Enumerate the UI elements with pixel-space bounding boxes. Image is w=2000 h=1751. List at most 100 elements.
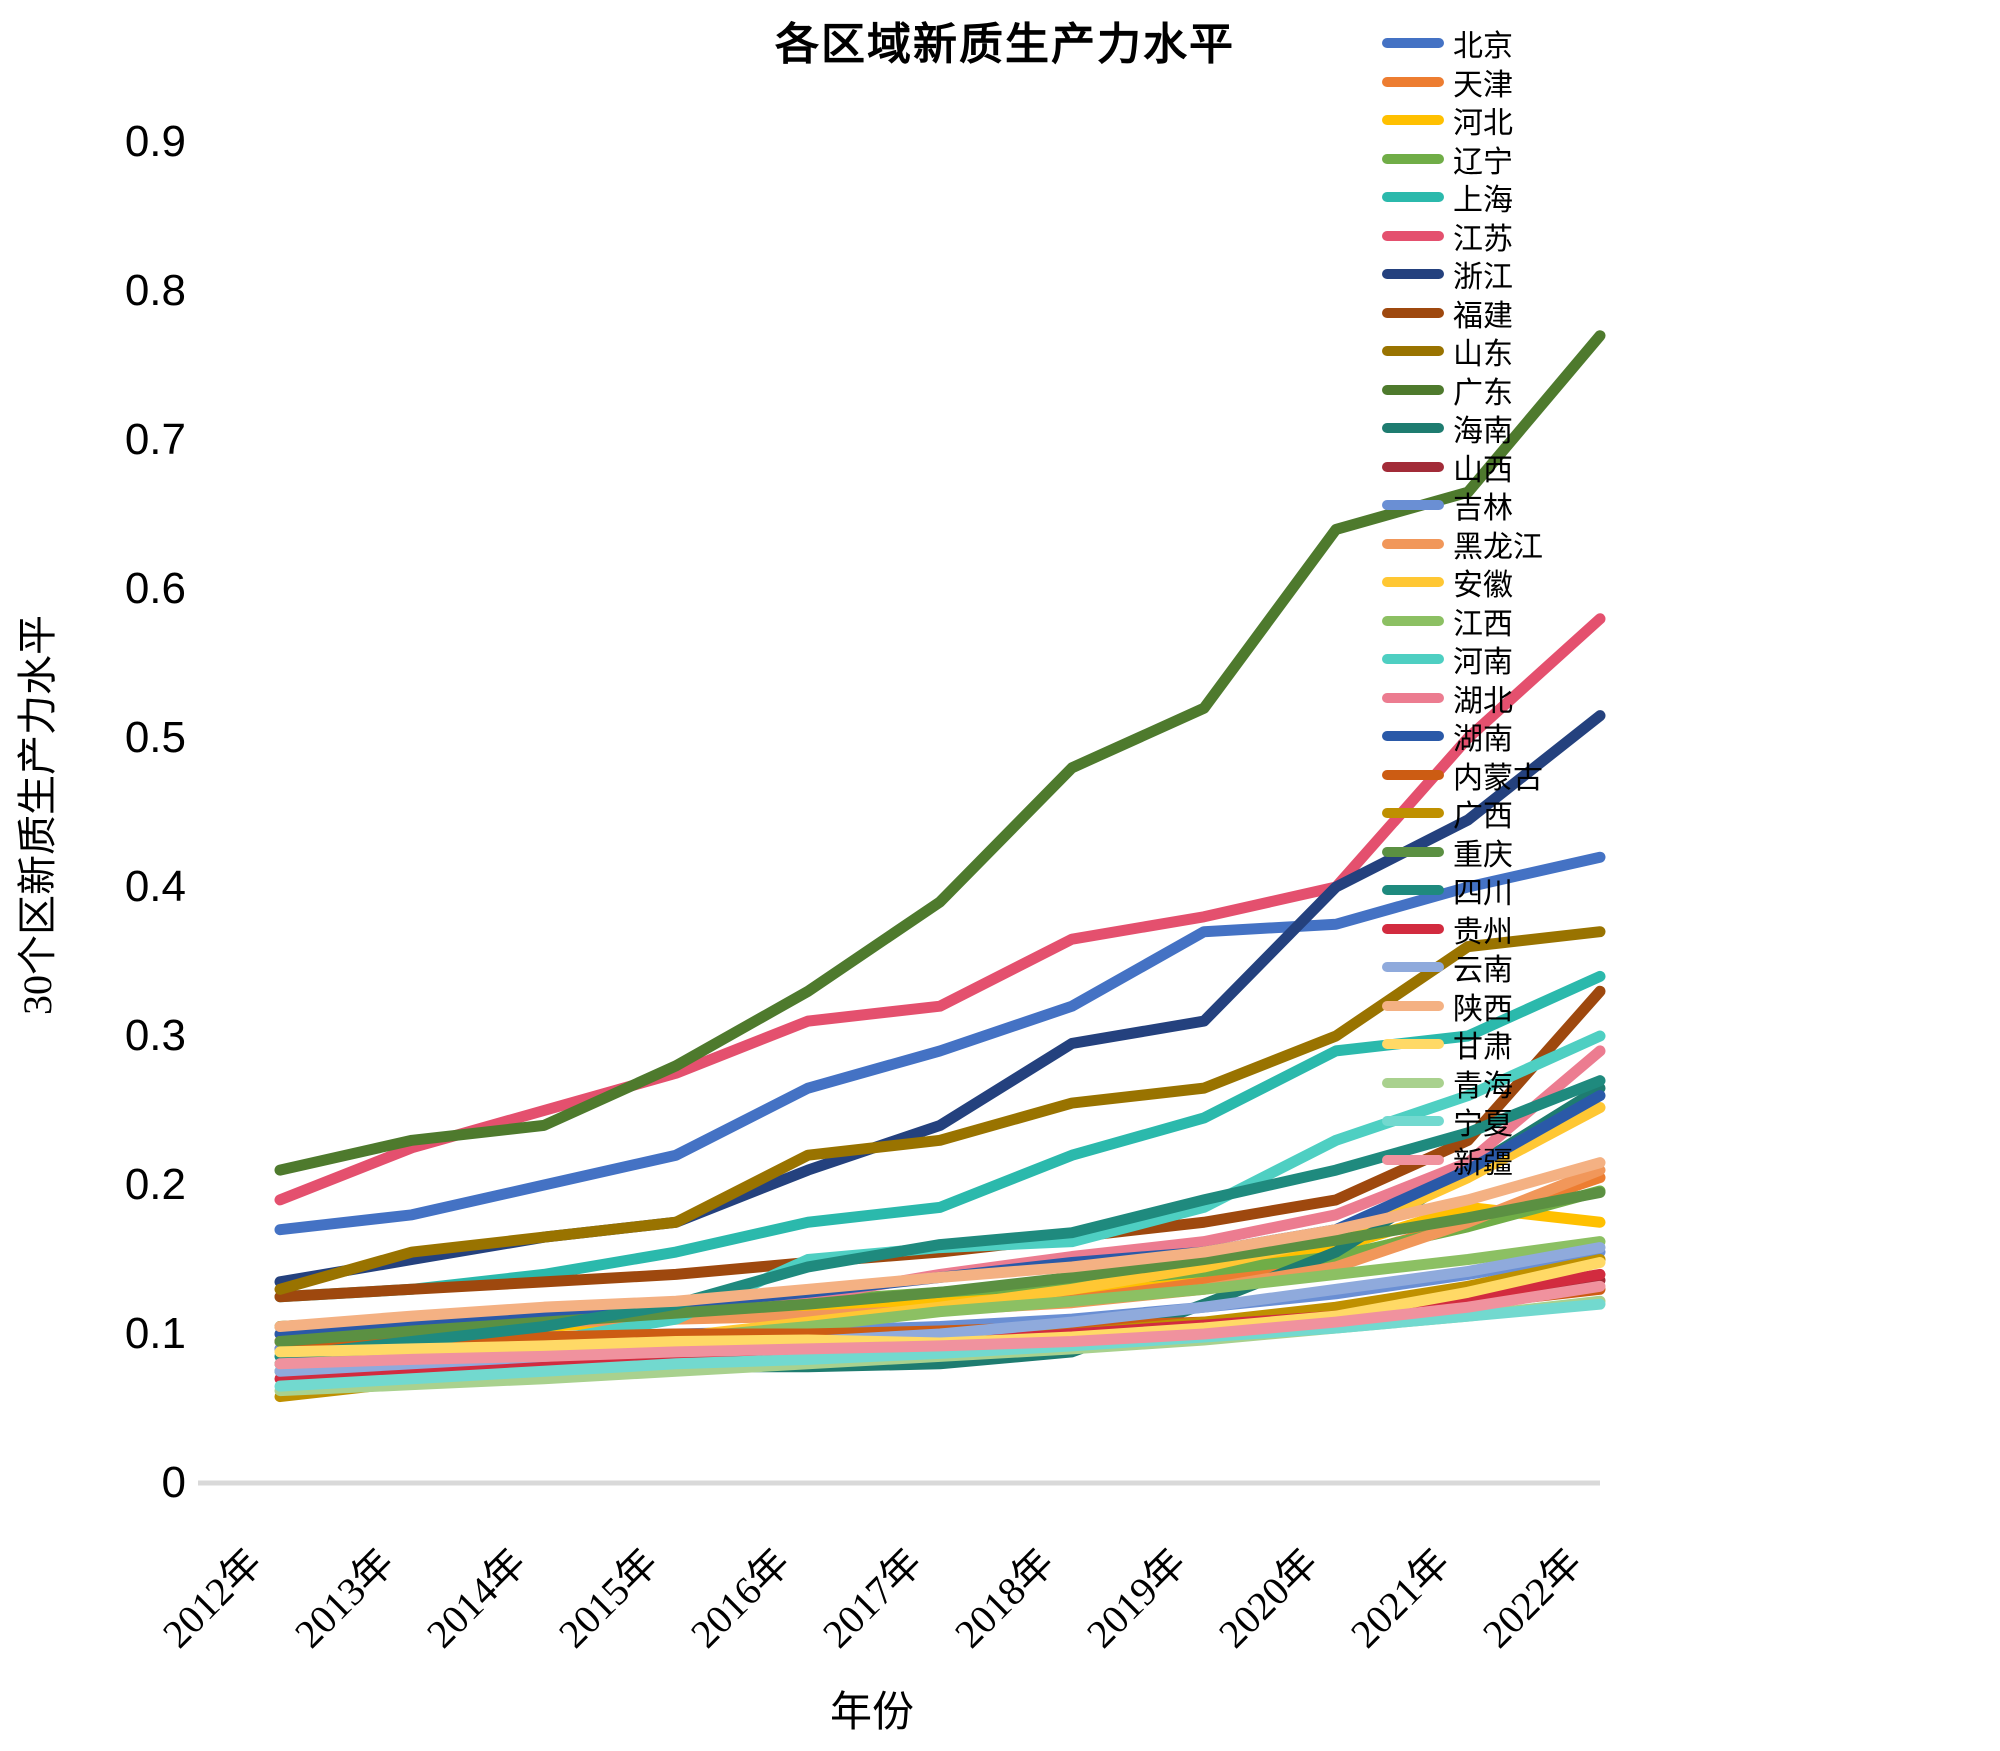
legend-label: 四川 [1453,877,1513,911]
y-tick-label: 0.1 [124,1309,186,1358]
legend-label: 黑龙江 [1453,530,1543,564]
legend-swatch-icon [1382,423,1444,434]
legend-item-河北: 河北 [1382,101,1543,140]
legend-label: 海南 [1453,415,1513,449]
y-tick-label: 0 [161,1458,186,1507]
legend-swatch-icon [1382,269,1444,280]
x-axis-title: 年份 [829,1690,914,1736]
legend-swatch-icon [1382,1000,1444,1011]
legend-swatch-icon [1382,538,1444,549]
legend-label: 广东 [1453,376,1513,410]
legend-swatch-icon [1382,577,1444,588]
legend-swatch-icon [1382,1077,1444,1088]
legend-item-湖南: 湖南 [1382,717,1543,756]
legend-item-重庆: 重庆 [1382,833,1543,872]
legend-swatch-icon [1382,846,1444,857]
legend-label: 重庆 [1453,838,1513,872]
legend-label: 湖南 [1453,723,1513,757]
legend-label: 天津 [1453,68,1513,102]
legend-item-新疆: 新疆 [1382,1141,1543,1180]
legend-swatch-icon [1382,615,1444,626]
legend-label: 北京 [1453,30,1513,64]
legend-item-广西: 广西 [1382,794,1543,833]
legend-label: 甘肃 [1453,1031,1513,1065]
legend-label: 湖北 [1453,684,1513,718]
legend-item-天津: 天津 [1382,63,1543,102]
legend-swatch-icon [1382,923,1444,934]
legend-swatch-icon [1382,1154,1444,1165]
series-line-北京 [274,851,1606,1236]
legend-label: 山西 [1453,453,1513,487]
legend-swatch-icon [1382,692,1444,703]
legend-item-宁夏: 宁夏 [1382,1102,1543,1141]
legend-swatch-icon [1382,1039,1444,1050]
legend-item-吉林: 吉林 [1382,486,1543,525]
legend-label: 宁夏 [1453,1108,1513,1142]
legend-label: 辽宁 [1453,145,1513,179]
series-line-陕西 [274,1157,1606,1333]
legend-label: 上海 [1453,184,1513,218]
legend-item-湖北: 湖北 [1382,679,1543,718]
series-line-山东 [274,926,1606,1295]
legend-item-黑龙江: 黑龙江 [1382,525,1543,564]
series-line-宁夏 [274,1298,1606,1392]
legend-item-江苏: 江苏 [1382,217,1543,256]
legend-swatch-icon [1382,153,1444,164]
chart-title: 各区域新质生产力水平 [775,20,1235,69]
y-tick-label: 0.7 [124,415,186,464]
legend-item-安徽: 安徽 [1382,563,1543,602]
legend-label: 安徽 [1453,569,1513,603]
legend-item-河南: 河南 [1382,640,1543,679]
legend-swatch-icon [1382,346,1444,357]
legend-swatch-icon [1382,76,1444,87]
legend-swatch-icon [1382,808,1444,819]
y-tick-label: 0.8 [124,266,186,315]
legend-label: 江西 [1453,607,1513,641]
y-tick-label: 0.9 [124,117,186,166]
series-line-重庆 [274,1186,1606,1347]
legend-label: 吉林 [1453,492,1513,526]
legend-item-江西: 江西 [1382,602,1543,641]
legend-item-甘肃: 甘肃 [1382,1025,1543,1064]
legend-swatch-icon [1382,461,1444,472]
legend-item-上海: 上海 [1382,178,1543,217]
series-line-广东 [274,330,1606,1176]
legend-label: 陕西 [1453,992,1513,1026]
legend-swatch-icon [1382,38,1444,49]
legend-swatch-icon [1382,962,1444,973]
legend-item-福建: 福建 [1382,294,1543,333]
y-tick-label: 0.6 [124,564,186,613]
legend-label: 福建 [1453,299,1513,333]
legend-label: 江苏 [1453,222,1513,256]
legend-label: 贵州 [1453,915,1513,949]
legend-label: 河南 [1453,646,1513,680]
legend-item-贵州: 贵州 [1382,910,1543,949]
legend-label: 广西 [1453,800,1513,834]
legend-swatch-icon [1382,500,1444,511]
legend-item-内蒙古: 内蒙古 [1382,756,1543,795]
legend-label: 河北 [1453,107,1513,141]
legend-item-广东: 广东 [1382,371,1543,410]
legend-swatch-icon [1382,731,1444,742]
y-tick-label: 0.4 [124,862,186,911]
legend-swatch-icon [1382,769,1444,780]
legend-item-辽宁: 辽宁 [1382,140,1543,179]
legend-swatch-icon [1382,885,1444,896]
legend-item-海南: 海南 [1382,409,1543,448]
series-line-四川 [274,1075,1606,1362]
legend-label: 山东 [1453,338,1513,372]
legend-label: 新疆 [1453,1146,1513,1180]
legend-item-北京: 北京 [1382,24,1543,63]
legend-label: 云南 [1453,954,1513,988]
legend-item-青海: 青海 [1382,1064,1543,1103]
legend-swatch-icon [1382,307,1444,318]
legend-item-陕西: 陕西 [1382,987,1543,1026]
legend-swatch-icon [1382,1116,1444,1127]
series-line-江苏 [274,613,1606,1206]
legend-item-山西: 山西 [1382,448,1543,487]
legend-swatch-icon [1382,115,1444,126]
legend-item-四川: 四川 [1382,871,1543,910]
y-tick-label: 0.5 [124,713,186,762]
